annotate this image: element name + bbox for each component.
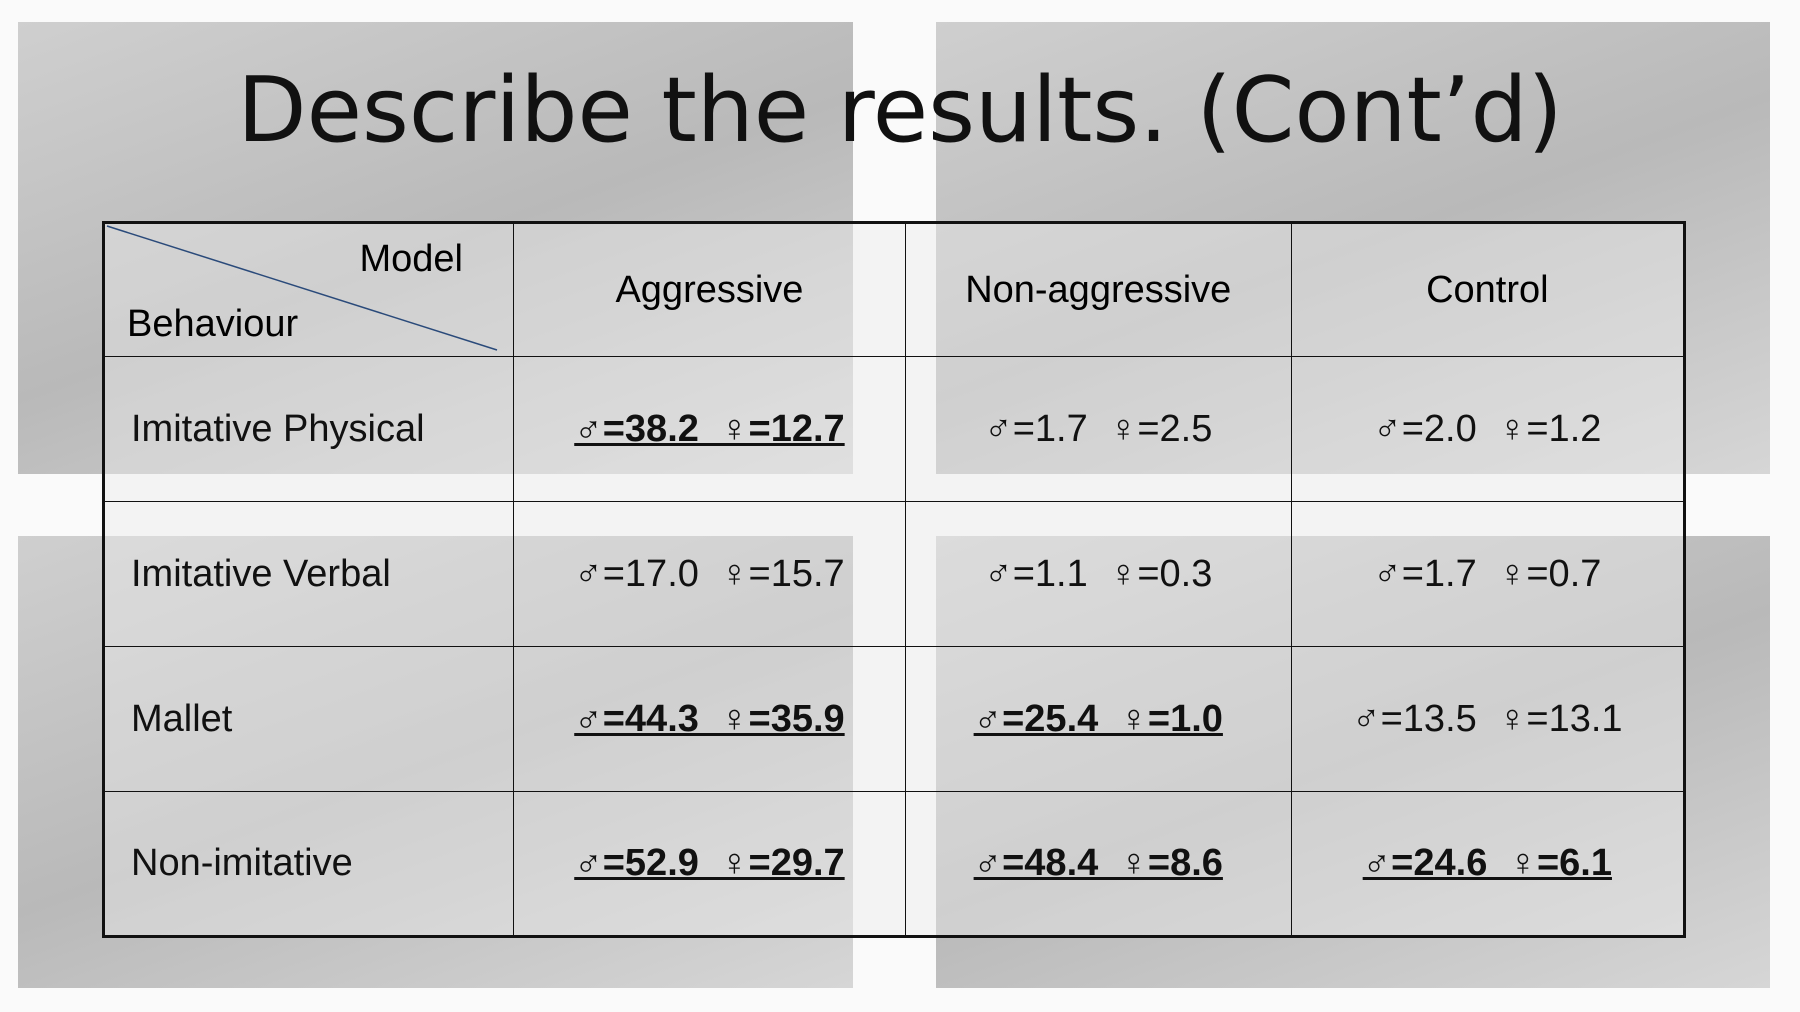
table-row: Non-imitative ♂=52.9 ♀=29.7 ♂=48.4 ♀=8.6 ♂=… — [103, 791, 1686, 937]
column-axis-label: Model — [359, 238, 464, 280]
value-cell: ♂=38.2 ♀=12.7 — [513, 356, 906, 502]
value-cell: ♂=13.5 ♀=13.1 — [1290, 646, 1686, 792]
slide-title: Describe the results. (Cont’d) — [237, 58, 1563, 163]
value-cell: ♂=1.1 ♀=0.3 — [904, 501, 1292, 647]
column-header: Aggressive — [513, 222, 906, 357]
row-label: Imitative Physical — [103, 356, 514, 502]
value-cell: ♂=52.9 ♀=29.7 — [513, 791, 906, 937]
row-label: Imitative Verbal — [103, 501, 514, 647]
table-row: Imitative Verbal ♂=17.0 ♀=15.7 ♂=1.1 ♀=0.3… — [103, 501, 1686, 647]
value-cell: ♂=25.4 ♀=1.0 — [904, 646, 1292, 792]
value-cell: ♂=48.4 ♀=8.6 — [904, 791, 1292, 937]
value-cell: ♂=2.0 ♀=1.2 — [1290, 356, 1686, 502]
diagonal — [106, 225, 498, 351]
corner-cell: Model Behaviour — [103, 222, 514, 357]
table-row: Imitative Physical ♂=38.2 ♀=12.7 ♂=1.7 ♀=2… — [103, 356, 1686, 502]
value-cell: ♂=1.7 ♀=2.5 — [904, 356, 1292, 502]
value-cell: ♂=17.0 ♀=15.7 — [513, 501, 906, 647]
table-row: Mallet ♂=44.3 ♀=35.9 ♂=25.4 ♀=1.0 ♂=13.5 ♀=… — [103, 646, 1686, 792]
value-cell: ♂=44.3 ♀=35.9 — [513, 646, 906, 792]
row-axis-label: Behaviour — [127, 303, 299, 345]
value-cell: ♂=24.6 ♀=6.1 — [1290, 791, 1686, 937]
results-table: Model Behaviour Aggressive Non-aggressive… — [102, 221, 1686, 938]
row-label: Non-imitative — [103, 791, 514, 937]
row-label: Mallet — [103, 646, 514, 792]
value-cell: ♂=1.7 ♀=0.7 — [1290, 501, 1686, 647]
column-header: Non-aggressive — [904, 222, 1292, 357]
column-header: Control — [1290, 222, 1686, 357]
